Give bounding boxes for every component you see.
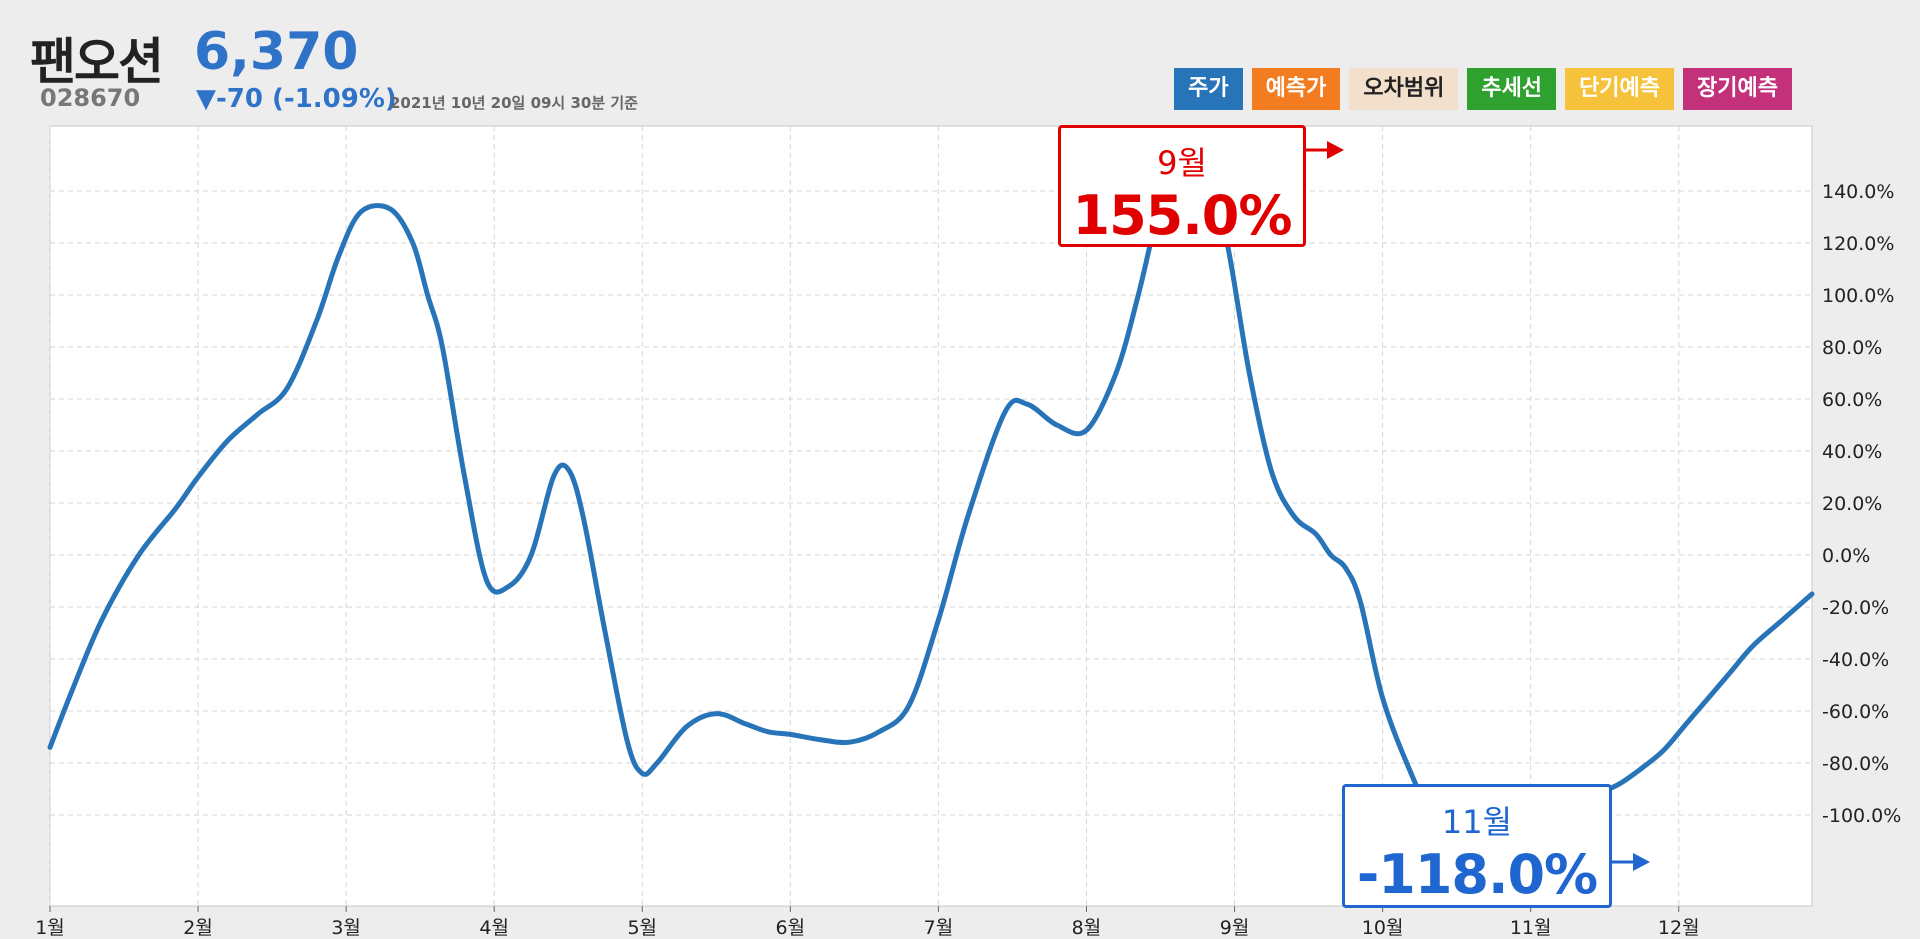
legend: 주가 예측가 오차범위 추세선 단기예측 장기예측 [1174, 68, 1792, 110]
y-tick-label: 60.0% [1822, 389, 1882, 411]
legend-price[interactable]: 주가 [1174, 68, 1243, 110]
trough-callout: 11월 -118.0% [1342, 784, 1612, 908]
x-tick-label: 1월 [35, 917, 65, 939]
y-tick-label: 100.0% [1822, 285, 1894, 307]
y-tick-label: 40.0% [1822, 441, 1882, 463]
y-tick-label: -100.0% [1822, 805, 1901, 827]
x-tick-label: 2월 [183, 917, 213, 939]
peak-callout: 9월 155.0% [1058, 125, 1306, 247]
x-tick-label: 10월 [1362, 917, 1404, 939]
x-tick-label: 12월 [1658, 917, 1700, 939]
stock-code: 028670 [40, 84, 141, 112]
stock-price: 6,370 [194, 22, 359, 82]
peak-value: 155.0% [1072, 184, 1293, 247]
peak-month: 9월 [1157, 144, 1207, 182]
x-tick-label: 5월 [627, 917, 657, 939]
trough-value: -118.0% [1356, 843, 1598, 906]
stock-name: 팬오션 [30, 33, 164, 91]
y-tick-label: 0.0% [1822, 545, 1870, 567]
y-tick-label: -80.0% [1822, 753, 1889, 775]
x-tick-label: 7월 [924, 917, 954, 939]
y-tick-label: -20.0% [1822, 597, 1889, 619]
x-tick-label: 9월 [1220, 917, 1250, 939]
x-tick-label: 3월 [331, 917, 361, 939]
y-tick-label: 140.0% [1822, 181, 1894, 203]
legend-long-term[interactable]: 장기예측 [1683, 68, 1792, 110]
x-tick-label: 6월 [776, 917, 806, 939]
y-tick-label: 20.0% [1822, 493, 1882, 515]
timestamp: 2021년 10년 20일 09시 30분 기준 [390, 94, 638, 112]
y-tick-label: -60.0% [1822, 701, 1889, 723]
x-tick-label: 11월 [1510, 917, 1552, 939]
y-tick-label: 80.0% [1822, 337, 1882, 359]
price-change: ▼-70 (-1.09%) [196, 84, 397, 114]
legend-forecast[interactable]: 예측가 [1251, 68, 1341, 110]
trough-month: 11월 [1441, 803, 1513, 841]
x-tick-label: 8월 [1072, 917, 1102, 939]
peak-arrow-head [1327, 141, 1344, 159]
plot-area [49, 125, 1813, 907]
legend-trendline[interactable]: 추세선 [1467, 68, 1557, 110]
trough-arrow-head [1633, 853, 1650, 871]
legend-short-term[interactable]: 단기예측 [1565, 68, 1675, 110]
y-tick-label: 120.0% [1822, 233, 1894, 255]
y-tick-label: -40.0% [1822, 649, 1889, 671]
legend-error-range[interactable]: 오차범위 [1349, 68, 1459, 110]
x-tick-label: 4월 [479, 917, 509, 939]
